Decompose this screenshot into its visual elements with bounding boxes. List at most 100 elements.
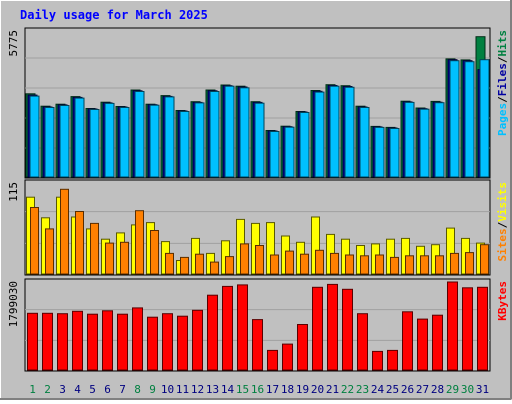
day-label-9: 9 <box>149 383 156 396</box>
day-label-2: 2 <box>44 383 51 396</box>
visits-sites-panel <box>24 179 491 276</box>
bar-pages-day-5 <box>89 109 100 178</box>
bar-sites-day-20 <box>315 249 324 275</box>
bar-pages-day-7 <box>119 107 130 178</box>
bar-kbytes-day-27 <box>417 318 428 371</box>
legend-visits: Visits <box>496 182 509 222</box>
bar-kbytes-day-4 <box>72 310 83 371</box>
day-label-10: 10 <box>161 383 174 396</box>
bar-sites-day-28 <box>435 255 444 275</box>
day-label-19: 19 <box>296 383 309 396</box>
bar-pages-day-8 <box>134 91 145 178</box>
bar-kbytes-day-3 <box>57 313 68 371</box>
day-label-26: 26 <box>401 383 414 396</box>
day-label-5: 5 <box>89 383 96 396</box>
bar-kbytes-day-19 <box>297 324 308 371</box>
bar-sites-day-14 <box>225 256 234 275</box>
bar-pages-day-22 <box>344 86 355 178</box>
bar-sites-day-31 <box>480 244 489 275</box>
visits-max-label: 115 <box>7 182 20 202</box>
legend-pages: Pages <box>496 103 509 136</box>
bar-sites-day-5 <box>90 222 99 275</box>
bar-kbytes-day-5 <box>87 313 98 371</box>
day-label-25: 25 <box>386 383 399 396</box>
bar-kbytes-day-21 <box>327 283 338 371</box>
legend-text: Sites/Visits <box>496 182 509 262</box>
bar-kbytes-day-28 <box>432 314 443 371</box>
bar-pages-day-9 <box>149 104 160 178</box>
bar-pages-day-21 <box>329 85 340 178</box>
bar-kbytes-day-16 <box>252 319 263 371</box>
bar-pages-day-10 <box>164 96 175 178</box>
bar-sites-day-4 <box>75 211 84 275</box>
bar-sites-day-19 <box>300 253 309 275</box>
bar-kbytes-day-2 <box>42 312 53 371</box>
bar-pages-day-24 <box>374 126 385 178</box>
legend-separator: / <box>496 56 509 63</box>
bar-pages-day-25 <box>389 128 400 178</box>
day-label-30: 30 <box>461 383 474 396</box>
chart-title: Daily usage for March 2025 <box>20 8 208 22</box>
bar-pages-day-20 <box>314 91 325 178</box>
day-label-24: 24 <box>371 383 385 396</box>
bar-kbytes-day-8 <box>132 307 143 371</box>
bar-pages-day-3 <box>59 105 70 178</box>
bar-pages-day-26 <box>404 101 415 178</box>
bar-sites-day-9 <box>150 230 159 275</box>
bar-kbytes-day-18 <box>282 343 293 371</box>
bar-sites-day-18 <box>285 250 294 275</box>
day-axis-labels: 1 2 3 4 5 6 7 8 9 10 11 12 13 14 15 16 17 18 19 20 21 22 23 24 2… <box>29 383 489 396</box>
day-label-3: 3 <box>59 383 66 396</box>
bar-kbytes-day-10 <box>162 313 173 371</box>
kbytes-legend: KBytes <box>496 281 509 321</box>
bar-pages-day-11 <box>179 111 190 178</box>
bar-pages-day-30 <box>464 61 475 178</box>
bar-pages-day-31 <box>479 59 490 178</box>
pages-files-hits-legend: Pages/Files/Hits <box>496 30 509 136</box>
bar-kbytes-day-1 <box>27 312 38 371</box>
day-label-11: 11 <box>176 383 189 396</box>
bar-kbytes-day-11 <box>177 315 188 371</box>
day-label-29: 29 <box>446 383 459 396</box>
bar-kbytes-day-9 <box>147 316 158 371</box>
bar-sites-day-23 <box>360 255 369 275</box>
day-label-20: 20 <box>311 383 324 396</box>
bar-pages-day-4 <box>74 97 85 178</box>
day-label-14: 14 <box>221 383 235 396</box>
bar-kbytes-day-23 <box>357 313 368 371</box>
sites-visits-legend: Sites/Visits <box>496 182 509 262</box>
bar-sites-day-27 <box>420 255 429 275</box>
bar-kbytes-day-15 <box>237 284 248 371</box>
bar-sites-day-24 <box>375 254 384 275</box>
legend-separator: / <box>496 221 509 228</box>
bar-pages-day-17 <box>269 131 280 178</box>
bar-kbytes-day-13 <box>207 294 218 371</box>
bar-sites-day-26 <box>405 255 414 275</box>
legend-text: Pages/Files/Hits <box>496 30 509 136</box>
bar-kbytes-day-30 <box>462 287 473 371</box>
day-label-21: 21 <box>326 383 339 396</box>
day-label-31: 31 <box>476 383 489 396</box>
bar-kbytes-day-17 <box>267 349 278 371</box>
bar-sites-day-29 <box>450 252 459 275</box>
bar-sites-day-17 <box>270 254 279 275</box>
kbytes-panel <box>24 278 491 372</box>
legend-hits: Hits <box>496 30 509 57</box>
bar-pages-day-16 <box>254 102 265 178</box>
bar-sites-day-1 <box>30 207 39 275</box>
bar-pages-day-2 <box>44 107 55 178</box>
day-label-17: 17 <box>266 383 279 396</box>
legend-files: Files <box>496 63 509 96</box>
bar-sites-day-15 <box>240 243 249 275</box>
day-label-22: 22 <box>341 383 354 396</box>
day-label-7: 7 <box>119 383 126 396</box>
bar-pages-day-19 <box>299 112 310 178</box>
day-label-16: 16 <box>251 383 264 396</box>
day-label-12: 12 <box>191 383 204 396</box>
legend-sites: Sites <box>496 228 509 261</box>
bar-kbytes-day-20 <box>312 286 323 371</box>
bar-sites-day-21 <box>330 252 339 275</box>
bar-kbytes-day-31 <box>477 286 488 371</box>
bar-kbytes-day-22 <box>342 288 353 371</box>
